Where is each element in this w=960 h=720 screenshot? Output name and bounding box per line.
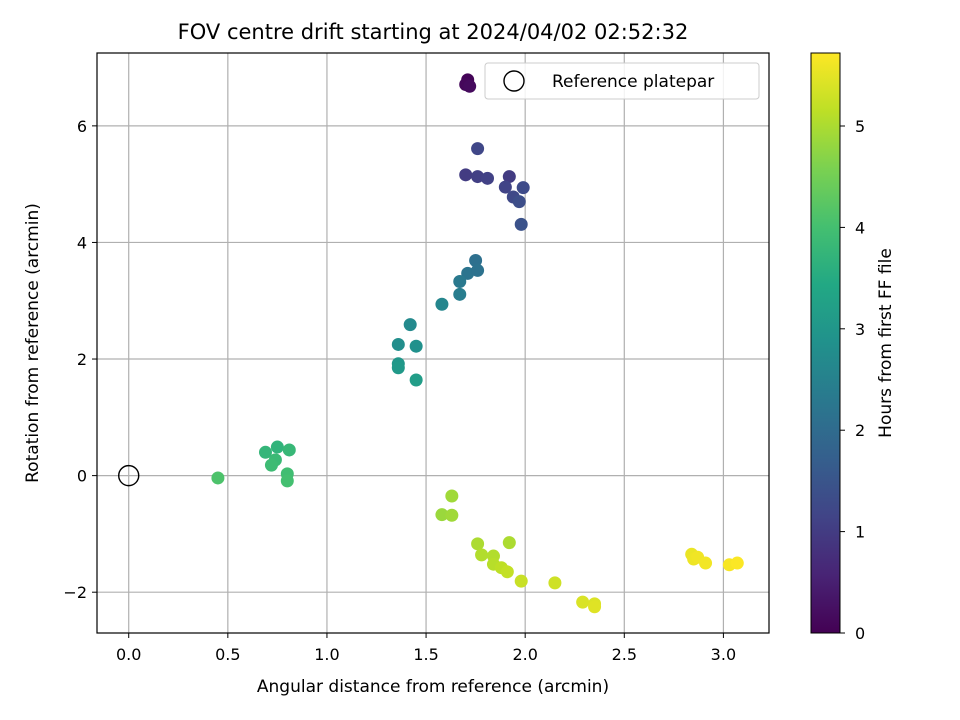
colorbar-tick-label-4: 4 xyxy=(855,218,865,237)
data-point-24 xyxy=(409,373,423,387)
x-tick-label-5: 2.5 xyxy=(612,645,637,664)
colorbar-gradient xyxy=(810,52,841,634)
data-point-5 xyxy=(471,170,485,184)
data-point-13 xyxy=(469,254,483,268)
y-tick-label-3: 4 xyxy=(77,233,87,252)
data-point-10 xyxy=(516,181,530,195)
data-point-44 xyxy=(548,576,562,590)
y-tick-label-2: 2 xyxy=(77,350,87,369)
data-point-12 xyxy=(514,217,528,231)
x-tick-label-6: 3.0 xyxy=(711,645,736,664)
colorbar-tick-label-2: 2 xyxy=(855,421,865,440)
x-tick-label-0: 0.0 xyxy=(116,645,141,664)
data-point-31 xyxy=(280,474,294,488)
colorbar-tick-label-1: 1 xyxy=(855,523,865,542)
data-point-2 xyxy=(463,79,477,93)
data-point-19 xyxy=(403,318,417,332)
colorbar: 0 1 2 3 4 5 Hours from first FF file xyxy=(810,52,896,643)
data-point-21 xyxy=(409,339,423,353)
data-point-6 xyxy=(481,171,495,185)
colorbar-tick-label-3: 3 xyxy=(855,320,865,339)
x-tick-label-4: 2.0 xyxy=(512,645,537,664)
data-point-15 xyxy=(471,263,485,277)
x-axis-label: Angular distance from reference (arcmin) xyxy=(257,677,609,697)
legend-marker-reference xyxy=(503,70,525,92)
data-point-29 xyxy=(264,458,278,472)
x-axis: 0.0 0.5 1.0 1.5 2.0 2.5 3.0 xyxy=(116,633,736,664)
data-points xyxy=(118,73,744,614)
data-point-42 xyxy=(500,565,514,579)
data-point-7 xyxy=(502,170,516,184)
y-tick-label-4: 6 xyxy=(77,117,87,136)
data-point-4 xyxy=(459,168,473,182)
data-point-8 xyxy=(498,180,512,194)
legend-entry-reference: Reference platepar xyxy=(552,72,714,92)
data-point-33 xyxy=(445,489,459,503)
plot-frame xyxy=(96,52,770,634)
data-point-25 xyxy=(270,440,284,454)
data-point-36 xyxy=(471,537,485,551)
x-tick-label-1: 0.5 xyxy=(215,645,240,664)
data-point-11 xyxy=(512,195,526,209)
data-point-35 xyxy=(445,508,459,522)
data-point-45 xyxy=(576,595,590,609)
data-point-34 xyxy=(435,508,449,522)
data-point-16 xyxy=(453,275,467,289)
data-point-43 xyxy=(514,574,528,588)
data-point-53 xyxy=(730,556,744,570)
y-axis-label: Rotation from reference (arcmin) xyxy=(23,203,43,483)
colorbar-tick-label-0: 0 xyxy=(855,624,865,643)
chart-title: FOV centre drift starting at 2024/04/02 … xyxy=(178,20,689,44)
legend: Reference platepar xyxy=(484,62,760,100)
grid xyxy=(97,53,769,633)
colorbar-ticks: 0 1 2 3 4 5 xyxy=(840,117,865,643)
colorbar-tick-label-5: 5 xyxy=(855,117,865,136)
data-point-26 xyxy=(258,445,272,459)
y-axis: −2 0 2 4 6 xyxy=(63,117,97,602)
data-point-38 xyxy=(475,548,489,562)
data-point-20 xyxy=(391,337,405,351)
reference-point-marker xyxy=(118,464,140,487)
data-point-47 xyxy=(588,600,602,614)
data-point-18 xyxy=(435,297,449,311)
data-point-37 xyxy=(502,536,516,550)
data-point-32 xyxy=(211,471,225,485)
data-point-51 xyxy=(699,556,713,570)
x-tick-label-3: 1.5 xyxy=(413,645,438,664)
data-point-23 xyxy=(391,361,405,375)
x-tick-label-2: 1.0 xyxy=(314,645,339,664)
data-point-27 xyxy=(282,443,296,457)
data-point-17 xyxy=(453,287,467,301)
y-tick-label-0: −2 xyxy=(63,583,87,602)
y-tick-label-1: 0 xyxy=(77,467,87,486)
colorbar-label: Hours from first FF file xyxy=(876,248,896,438)
data-point-3 xyxy=(471,142,485,156)
legend-box xyxy=(484,62,760,100)
data-point-14 xyxy=(461,266,475,280)
